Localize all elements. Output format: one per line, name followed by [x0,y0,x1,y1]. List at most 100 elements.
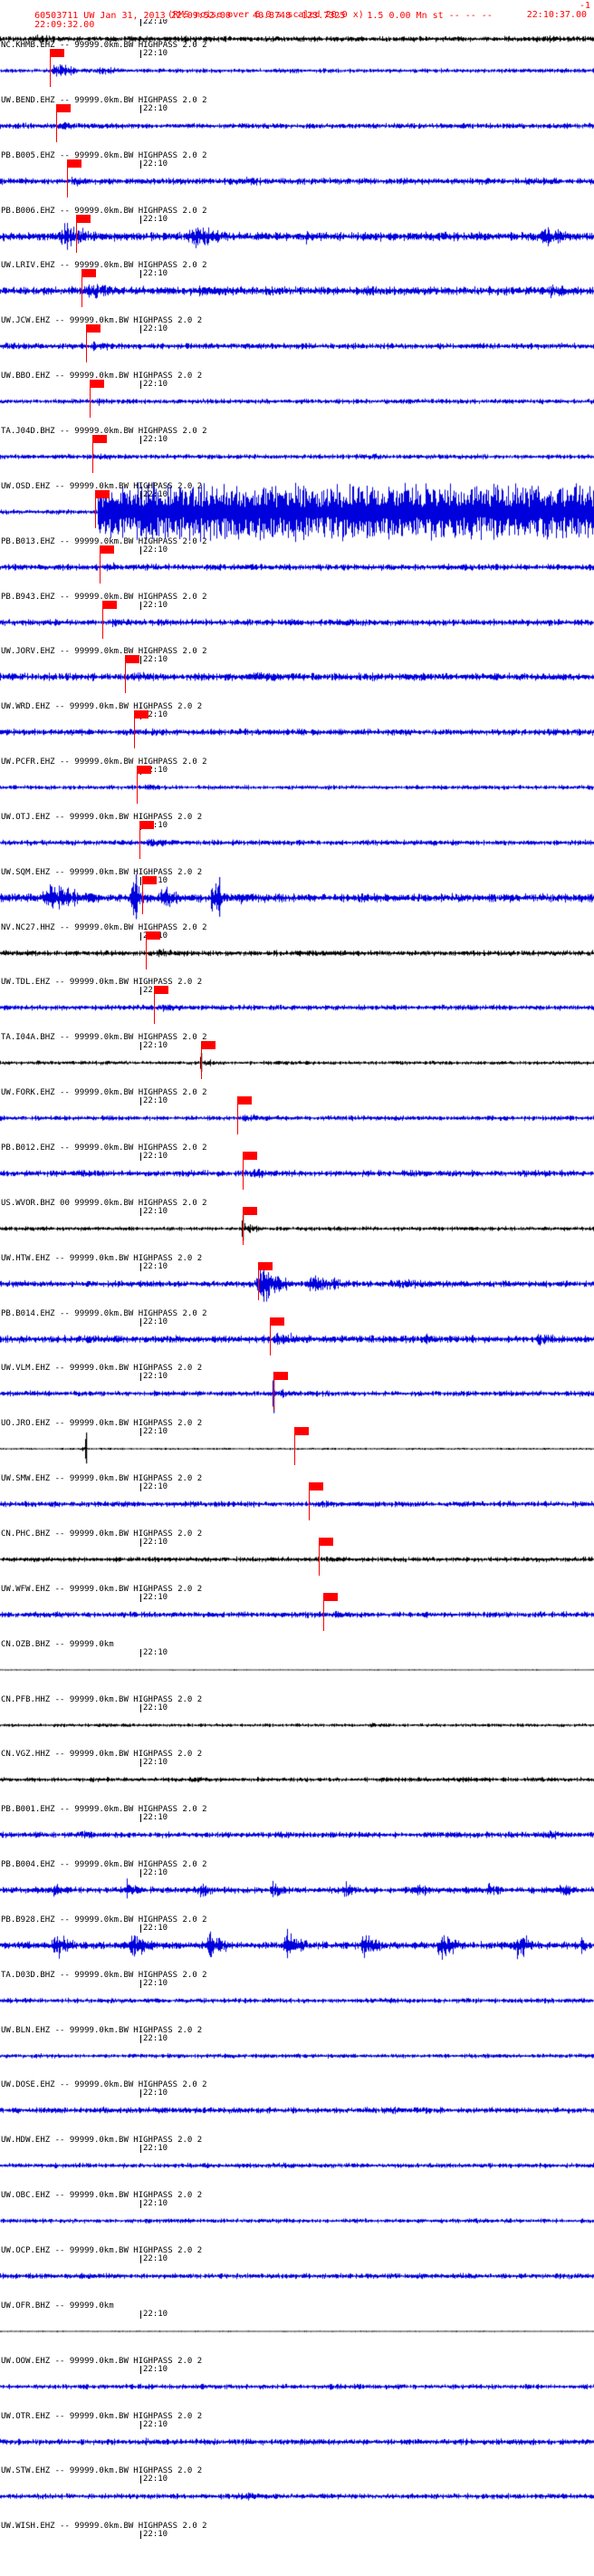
trace-row[interactable]: TA.I04A.BHZ -- 99999.0km.BW HIGHPASS 2.0… [0,1032,594,1087]
trace-row[interactable]: TA.D03D.BHZ -- 99999.0km.BW HIGHPASS 2.0… [0,1970,594,2025]
trace-row[interactable]: PB.B012.EHZ -- 99999.0km.BW HIGHPASS 2.0… [0,1143,594,1198]
phase-pick-flag[interactable] [323,1593,338,1601]
phase-pick-flag[interactable] [90,380,104,388]
tick-label: 22:10 [143,2089,168,2098]
trace-row[interactable]: UW.OCP.EHZ -- 99999.0km.BW HIGHPASS 2.0 … [0,2245,594,2301]
phase-pick-flag[interactable] [56,104,71,112]
trace-row[interactable]: US.WVOR.BHZ 00 99999.0km.BW HIGHPASS 2.0… [0,1198,594,1253]
trace-row[interactable]: CN.OZB.BHZ -- 99999.0km 22:10 [0,1639,594,1694]
trace-label: CN.VGZ.HHZ -- 99999.0km.BW HIGHPASS 2.0 … [1,1750,203,1759]
trace-row[interactable]: PB.B001.EHZ -- 99999.0km.BW HIGHPASS 2.0… [0,1804,594,1859]
phase-pick-flag[interactable] [201,1041,216,1049]
phase-pick-line [139,821,140,859]
phase-pick-flag[interactable] [102,601,117,609]
tick-label: 22:10 [143,2420,168,2429]
phase-pick-flag[interactable] [146,931,160,940]
tick-mark [140,877,141,885]
trace-row[interactable]: UW.OTR.EHZ -- 99999.0km.BW HIGHPASS 2.0 … [0,2411,594,2466]
tick-mark [140,602,141,610]
phase-pick-line [201,1041,202,1079]
phase-pick-flag[interactable] [243,1152,257,1160]
phase-pick-flag[interactable] [50,49,64,57]
trace-label: UW.SMW.EHZ -- 99999.0km.BW HIGHPASS 2.0 … [1,1474,203,1483]
trace-row[interactable]: 22:10 [0,8,594,63]
trace-row[interactable]: PB.B005.EHZ -- 99999.0km.BW HIGHPASS 2.0… [0,150,594,206]
trace-row[interactable]: CN.PHC.BHZ -- 99999.0km.BW HIGHPASS 2.0 … [0,1529,594,1584]
tick-mark [140,381,141,389]
phase-pick-flag[interactable] [273,1372,288,1380]
phase-pick-flag[interactable] [137,766,151,774]
trace-row[interactable]: UW.DOSE.EHZ -- 99999.0km.BW HIGHPASS 2.0… [0,2079,594,2135]
trace-row[interactable]: UW.HDW.EHZ -- 99999.0km.BW HIGHPASS 2.0 … [0,2135,594,2190]
trace-row[interactable]: UW.OBC.EHZ -- 99999.0km.BW HIGHPASS 2.0 … [0,2190,594,2245]
tick-label: 22:10 [143,17,168,26]
phase-pick-flag[interactable] [86,324,101,333]
trace-row[interactable]: UW.BBO.EHZ -- 99999.0km.BW HIGHPASS 2.0 … [0,371,594,426]
phase-pick-flag[interactable] [92,435,107,443]
trace-row[interactable]: TA.J04D.BHZ -- 99999.0km.BW HIGHPASS 2.0… [0,426,594,481]
phase-pick-flag[interactable] [270,1317,284,1326]
phase-pick-flag[interactable] [67,159,81,168]
trace-row[interactable]: UW.OTJ.EHZ -- 99999.0km.BW HIGHPASS 2.0 … [0,812,594,867]
phase-pick-flag[interactable] [258,1262,273,1270]
trace-label: UW.OOW.EHZ -- 99999.0km.BW HIGHPASS 2.0 … [1,2357,203,2366]
phase-pick-line [142,876,143,914]
phase-pick-flag[interactable] [134,710,148,719]
trace-row[interactable]: UW.STW.EHZ -- 99999.0km.BW HIGHPASS 2.0 … [0,2465,594,2521]
tick-mark [140,2145,141,2153]
trace-row[interactable]: NV.NC27.HHZ -- 99999.0km.BW HIGHPASS 2.0… [0,922,594,978]
trace-row[interactable]: UW.BEND.EHZ -- 99999.0km.BW HIGHPASS 2.0… [0,95,594,150]
trace-row[interactable]: UW.TDL.EHZ -- 99999.0km.BW HIGHPASS 2.0 … [0,977,594,1032]
phase-pick-flag[interactable] [81,269,96,277]
trace-row[interactable]: PB.B943.EHZ -- 99999.0km.BW HIGHPASS 2.0… [0,592,594,647]
phase-pick-flag[interactable] [243,1207,257,1215]
trace-row[interactable]: PB.B004.EHZ -- 99999.0km.BW HIGHPASS 2.0… [0,1859,594,1915]
trace-row[interactable]: UW.HTW.EHZ -- 99999.0km.BW HIGHPASS 2.0 … [0,1253,594,1308]
tick-label: 22:10 [143,2199,168,2208]
trace-row[interactable]: PB.B014.EHZ -- 99999.0km.BW HIGHPASS 2.0… [0,1308,594,1364]
trace-row[interactable]: UW.PCFR.EHZ -- 99999.0km.BW HIGHPASS 2.0… [0,757,594,812]
time-tick: 22:10 [140,2311,168,2319]
phase-pick-flag[interactable] [294,1427,309,1435]
phase-pick-flag[interactable] [139,821,154,829]
phase-pick-flag[interactable] [100,545,114,554]
trace-row[interactable]: UW.JORV.EHZ -- 99999.0km.BW HIGHPASS 2.0… [0,646,594,701]
tick-label: 22:10 [143,1648,168,1657]
scaling-note: (RMS noise over 6.0 s scaled 20.0 x) [168,10,364,20]
trace-row[interactable]: UW.SMW.EHZ -- 99999.0km.BW HIGHPASS 2.0 … [0,1473,594,1529]
phase-pick-flag[interactable] [95,490,110,498]
trace-row[interactable]: UW.OOW.EHZ -- 99999.0km.BW HIGHPASS 2.0 … [0,2356,594,2411]
phase-pick-flag[interactable] [237,1096,252,1105]
trace-row[interactable]: CN.VGZ.HHZ -- 99999.0km.BW HIGHPASS 2.0 … [0,1749,594,1804]
time-tick: 22:10 [140,1869,168,1877]
tick-label: 22:10 [143,1152,168,1161]
trace-row[interactable]: PB.B013.EHZ -- 99999.0km.BW HIGHPASS 2.0… [0,536,594,592]
trace-row[interactable]: UW.OFR.BHZ -- 99999.0km 22:10 [0,2301,594,2356]
trace-row[interactable]: UW.WISH.EHZ -- 99999.0km.BW HIGHPASS 2.0… [0,2521,594,2576]
trace-row[interactable]: PB.B928.EHZ -- 99999.0km.BW HIGHPASS 2.0… [0,1915,594,1970]
phase-pick-flag[interactable] [76,215,91,223]
trace-row[interactable]: UW.FORK.EHZ -- 99999.0km.BW HIGHPASS 2.0… [0,1087,594,1143]
trace-row[interactable]: CN.PFB.HHZ -- 99999.0km.BW HIGHPASS 2.0 … [0,1694,594,1750]
phase-pick-flag[interactable] [309,1482,323,1491]
trace-row[interactable]: UW.SQM.EHZ -- 99999.0km.BW HIGHPASS 2.0 … [0,867,594,922]
trace-label: NC.KHMB.EHZ -- 99999.0km.BW HIGHPASS 2.0… [1,41,207,50]
trace-row[interactable]: UW.JCW.EHZ -- 99999.0km.BW HIGHPASS 2.0 … [0,315,594,371]
phase-pick-flag[interactable] [142,876,157,884]
trace-row[interactable]: NC.KHMB.EHZ -- 99999.0km.BW HIGHPASS 2.0… [0,40,594,95]
phase-pick-flag[interactable] [154,986,168,994]
trace-row[interactable]: UW.BLN.EHZ -- 99999.0km.BW HIGHPASS 2.0 … [0,2025,594,2080]
trace-row[interactable]: UW.OSD.EHZ -- 99999.0km.BW HIGHPASS 2.0 … [0,481,594,536]
trace-row[interactable]: UO.JRO.EHZ -- 99999.0km.BW HIGHPASS 2.0 … [0,1418,594,1473]
tick-label: 22:10 [143,1868,168,1877]
trace-row[interactable]: PB.B006.EHZ -- 99999.0km.BW HIGHPASS 2.0… [0,206,594,261]
phase-pick-flag[interactable] [125,655,139,663]
tick-mark [140,1428,141,1436]
trace-row[interactable]: UW.VLM.EHZ -- 99999.0km.BW HIGHPASS 2.0 … [0,1363,594,1418]
phase-pick-flag[interactable] [319,1538,333,1546]
trace-row[interactable]: UW.WFW.EHZ -- 99999.0km.BW HIGHPASS 2.0 … [0,1584,594,1639]
trace-row[interactable]: UW.WRD.EHZ -- 99999.0km.BW HIGHPASS 2.0 … [0,701,594,757]
trace-row[interactable]: UW.LRIV.EHZ -- 99999.0km.BW HIGHPASS 2.0… [0,260,594,315]
